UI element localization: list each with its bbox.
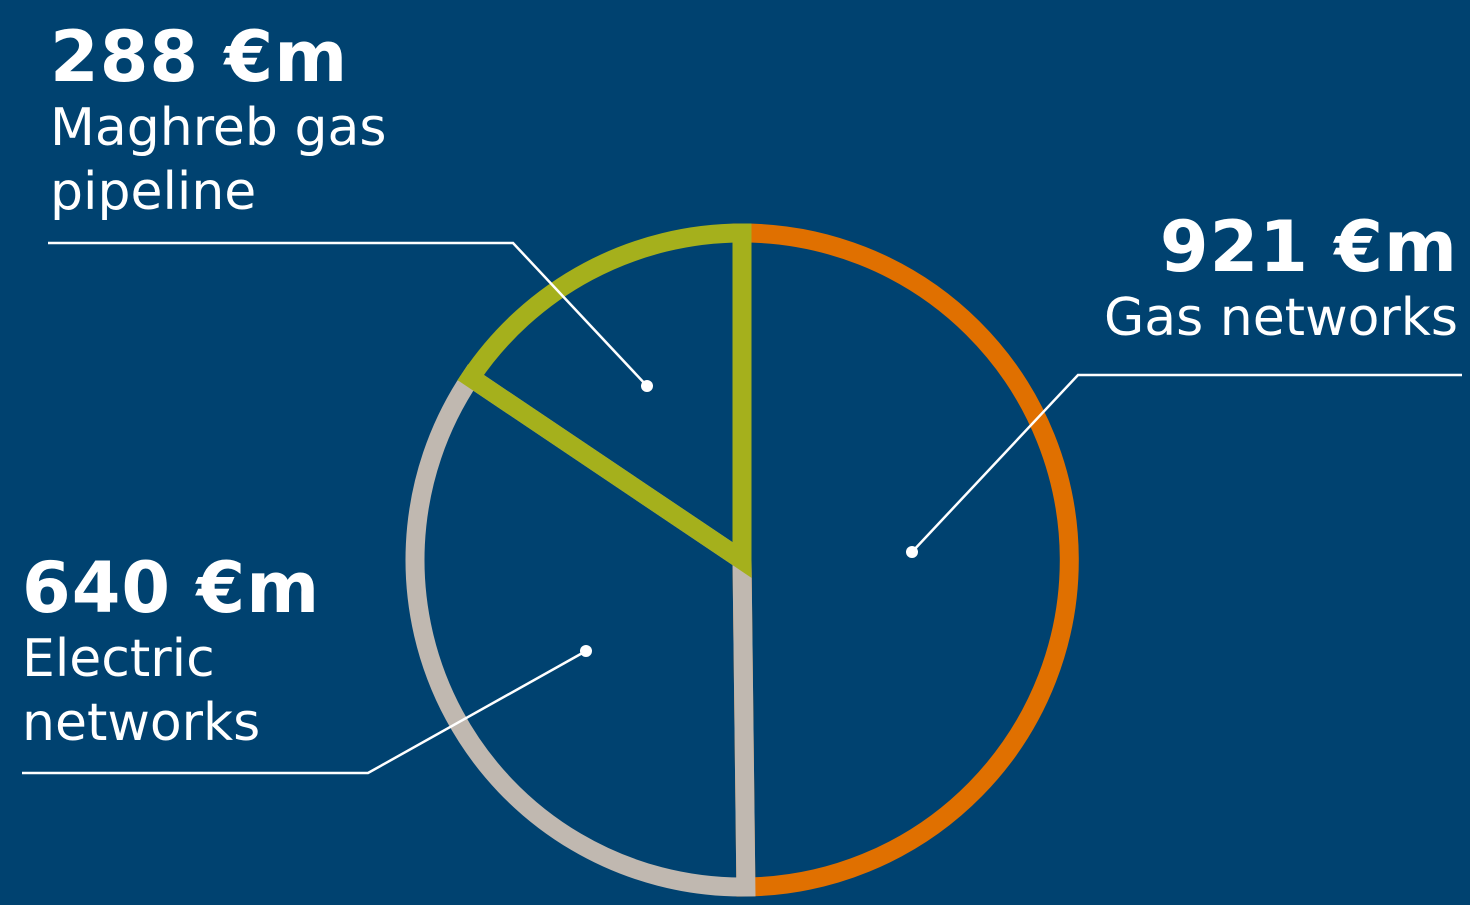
- leader-dot-electric: [580, 645, 592, 657]
- value-electric-networks: 640 €m: [22, 547, 321, 629]
- pie-slice-electric-networks: [405, 364, 756, 897]
- pie-slice-gas-networks: [732, 223, 1079, 897]
- name-electric-networks: Electric networks: [22, 629, 261, 753]
- leader-lines: [22, 241, 1462, 775]
- label-maghreb-gas-pipeline: 288 €m Maghreb gas pipeline: [50, 22, 470, 224]
- pie-slices: [405, 223, 1079, 897]
- name-maghreb-gas-pipeline: Maghreb gas pipeline: [50, 98, 387, 222]
- label-electric-networks: 640 €m Electric networks: [22, 553, 342, 755]
- leader-dot-gas: [906, 546, 918, 558]
- leader-dot-maghreb: [641, 380, 653, 392]
- leader-line-maghreb: [48, 241, 648, 387]
- leader-line-electric: [22, 649, 587, 775]
- value-maghreb-gas-pipeline: 288 €m: [50, 16, 349, 98]
- pie-slice-maghreb-pipeline: [457, 223, 752, 578]
- leader-line-gas: [911, 373, 1462, 553]
- value-gas-networks: 921 €m: [1159, 206, 1458, 288]
- label-gas-networks: 921 €m Gas networks: [1104, 212, 1458, 350]
- name-gas-networks: Gas networks: [1103, 288, 1458, 348]
